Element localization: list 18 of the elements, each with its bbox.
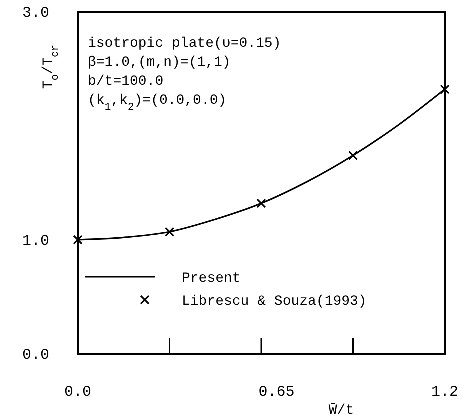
y-tick-label: 0.0 (22, 347, 50, 364)
point (348, 150, 358, 160)
legend-label: Present (182, 271, 241, 287)
legend-label: Librescu & Souza(1993) (182, 294, 367, 310)
y-tick-label: 3.0 (22, 5, 50, 22)
annotation: β=1.0,(m,n)=(1,1) (88, 55, 231, 71)
annotation: isotropic plate(υ=0.15) (88, 36, 282, 52)
point (440, 84, 450, 94)
x-tick-label: 0.0 (64, 384, 92, 401)
x-tick-label: 0.65 (258, 384, 295, 401)
annotation: b/t=100.0 (88, 74, 164, 90)
point (164, 227, 175, 237)
y-tick-label: 1.0 (22, 233, 50, 250)
x-axis-title: W̄/t (328, 402, 354, 419)
annotation: (k$_{1}$,k$_{2}$)=(0.0,0.0) (88, 93, 227, 114)
point (256, 198, 266, 208)
point (73, 235, 83, 245)
x-tick-label: 1.2 (431, 384, 459, 401)
